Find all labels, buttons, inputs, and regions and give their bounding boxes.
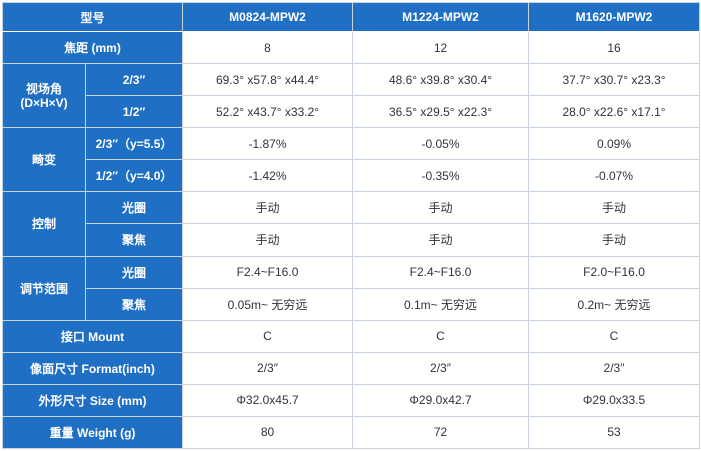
control-sub-2: 聚焦: [84, 223, 184, 257]
format-value-3: 2/3″: [528, 351, 701, 385]
range-sub-2: 聚焦: [84, 287, 184, 321]
distortion-value-2-3: -0.07%: [528, 159, 701, 193]
table-row-weight: 重量 Weight (g) 80 72 53: [1, 415, 701, 450]
range-value-1-1: F2.4~F16.0: [182, 255, 354, 289]
model-header-1: M0824-MPW2: [182, 1, 354, 33]
table-row-fov-1: 视场角 (D×H×V) 2/3″ 69.3° x57.8° x44.4° 48.…: [2, 63, 701, 129]
fov-value-2-3: 28.0° x22.6° x17.1°: [528, 95, 701, 129]
table-row-fov-2: 1/2″ 52.2° x43.7° x33.2° 36.5° x29.5° x2…: [3, 95, 701, 129]
range-sub-1: 光圈: [84, 255, 184, 289]
fov-sub-1: 2/3″: [84, 63, 184, 97]
distortion-sub-2: 1/2″（y=4.0）: [84, 159, 184, 193]
table-row-mount: 接口 Mount C C C: [1, 319, 701, 353]
fov-value-2-2: 36.5° x29.5° x22.3°: [352, 95, 530, 129]
weight-value-2: 72: [352, 415, 530, 450]
distortion-value-2-2: -0.35%: [352, 159, 530, 193]
control-sub-1: 光圈: [84, 191, 184, 225]
focal-value-1: 8: [182, 31, 354, 65]
fov-value-2-1: 52.2° x43.7° x33.2°: [182, 95, 354, 129]
format-value-1: 2/3″: [182, 351, 354, 385]
mount-label: 接口 Mount: [1, 319, 184, 353]
format-value-2: 2/3″: [352, 351, 530, 385]
fov-label-text: 视场角 (D×H×V): [20, 81, 68, 110]
control-value-2-2: 手动: [352, 223, 530, 257]
fov-value-1-3: 37.7° x30.7° x23.3°: [528, 63, 701, 97]
focal-label: 焦距 (mm): [1, 31, 184, 65]
control-value-1-3: 手动: [528, 191, 701, 225]
control-value-2-1: 手动: [182, 223, 354, 257]
table-row-size: 外形尺寸 Size (mm) Φ32.0x45.7 Φ29.0x42.7 Φ29…: [1, 383, 701, 417]
table-row-focal: 焦距 (mm) 8 12 16: [1, 31, 701, 65]
range-label: 调节范围: [2, 255, 86, 321]
size-value-2: Φ29.0x42.7: [352, 383, 530, 417]
distortion-value-2-1: -1.42%: [182, 159, 354, 193]
range-value-2-3: 0.2m~ 无穷远: [528, 287, 701, 321]
mount-value-2: C: [352, 319, 530, 353]
table-row-distortion-2: 1/2″（y=4.0） -1.42% -0.35% -0.07%: [3, 159, 701, 193]
weight-value-3: 53: [528, 415, 701, 450]
range-value-2-2: 0.1m~ 无穷远: [352, 287, 530, 321]
model-header-label: 型号: [1, 1, 184, 33]
distortion-label: 畸变: [2, 127, 86, 193]
weight-label: 重量 Weight (g): [1, 415, 184, 450]
fov-value-1-2: 48.6° x39.8° x30.4°: [352, 63, 530, 97]
distortion-value-1-3: 0.09%: [528, 127, 701, 161]
size-value-1: Φ32.0x45.7: [182, 383, 354, 417]
model-header-3: M1620-MPW2: [528, 1, 701, 33]
fov-label: 视场角 (D×H×V): [2, 63, 86, 129]
control-value-1-1: 手动: [182, 191, 354, 225]
size-label: 外形尺寸 Size (mm): [1, 383, 184, 417]
table-row-control-2: 聚焦 手动 手动 手动: [3, 223, 701, 257]
mount-value-1: C: [182, 319, 354, 353]
header-row: 型号 M0824-MPW2 M1224-MPW2 M1620-MPW2: [1, 1, 701, 33]
size-value-3: Φ29.0x33.5: [528, 383, 701, 417]
fov-value-1-1: 69.3° x57.8° x44.4°: [182, 63, 354, 97]
table-row-format: 像面尺寸 Format(inch) 2/3″ 2/3″ 2/3″: [1, 351, 701, 385]
focal-value-3: 16: [528, 31, 701, 65]
mount-value-3: C: [528, 319, 701, 353]
distortion-sub-1: 2/3″（y=5.5）: [84, 127, 184, 161]
table-row-range-1: 调节范围 光圈 F2.4~F16.0 F2.4~F16.0 F2.0~F16.0: [2, 255, 701, 321]
distortion-value-1-1: -1.87%: [182, 127, 354, 161]
control-value-1-2: 手动: [352, 191, 530, 225]
format-label: 像面尺寸 Format(inch): [1, 351, 184, 385]
range-value-1-3: F2.0~F16.0: [528, 255, 701, 289]
model-header-2: M1224-MPW2: [352, 1, 530, 33]
fov-sub-2: 1/2″: [84, 95, 184, 129]
control-label: 控制: [2, 191, 86, 257]
control-value-2-3: 手动: [528, 223, 701, 257]
table-row-distortion-1: 畸变 2/3″（y=5.5） -1.87% -0.05% 0.09%: [2, 127, 701, 193]
range-value-1-2: F2.4~F16.0: [352, 255, 530, 289]
focal-value-2: 12: [352, 31, 530, 65]
table-row-control-1: 控制 光圈 手动 手动 手动: [2, 191, 701, 257]
weight-value-1: 80: [182, 415, 354, 450]
table-row-range-2: 聚焦 0.05m~ 无穷远 0.1m~ 无穷远 0.2m~ 无穷远: [3, 287, 701, 321]
range-value-2-1: 0.05m~ 无穷远: [182, 287, 354, 321]
distortion-value-1-2: -0.05%: [352, 127, 530, 161]
